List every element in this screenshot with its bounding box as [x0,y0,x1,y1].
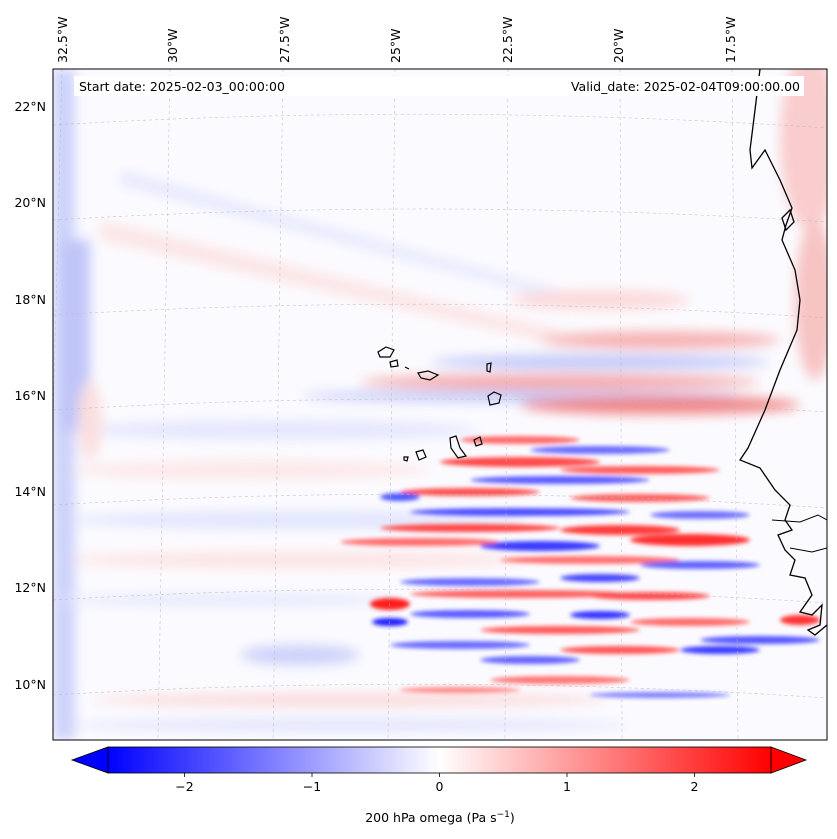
map-frame [52,68,828,741]
colorbar-tick-label: 2 [691,779,699,794]
lon-label: 32.5°W [55,17,70,63]
colorbar-tick-label: −1 [303,779,321,794]
lon-label: 30°W [165,28,180,63]
lat-label: 14°N [14,484,46,499]
lon-label: 20°W [611,28,626,63]
colorbar-ticks: −2 −1 0 1 2 [175,773,698,794]
colorbar-label: 200 hPa omega (Pa s−1) [365,810,515,825]
colorbar-tick-label: −2 [175,779,193,794]
graticule [53,69,827,740]
lat-label: 12°N [14,580,46,595]
coastline [739,69,827,636]
start-date-label: Start date: 2025-02-03_00:00:00 [79,79,285,94]
colorbar-gradient [108,747,771,773]
colorbar-extend-max [770,746,808,774]
colorbar: −2 −1 0 1 2 200 hPa omega (Pa s−1) [70,746,808,825]
cape-verde-islands [377,346,502,462]
colorbar-tick-label: 0 [436,779,444,794]
longitude-labels: 32.5°W 30°W 27.5°W 25°W 22.5°W 20°W 17.5… [55,17,738,63]
lat-label: 16°N [14,388,46,403]
lon-label: 25°W [388,28,403,63]
lon-label: 27.5°W [277,17,292,63]
omega-field [53,69,827,740]
valid-date-label: Valid_date: 2025-02-04T09:00:00.00 [571,79,800,94]
map-panel: Start date: 2025-02-03_00:00:00 Valid_da… [52,68,828,741]
lon-label: 22.5°W [500,17,515,63]
lon-label: 17.5°W [723,17,738,63]
lat-label: 20°N [14,195,46,210]
lat-label: 22°N [14,99,46,114]
lat-label: 10°N [14,677,46,692]
date-banner [74,76,804,96]
latitude-labels: 22°N 20°N 18°N 16°N 14°N 12°N 10°N [14,99,46,692]
lat-label: 18°N [14,292,46,307]
colorbar-tick-label: 1 [563,779,571,794]
colorbar-extend-min [70,746,109,774]
